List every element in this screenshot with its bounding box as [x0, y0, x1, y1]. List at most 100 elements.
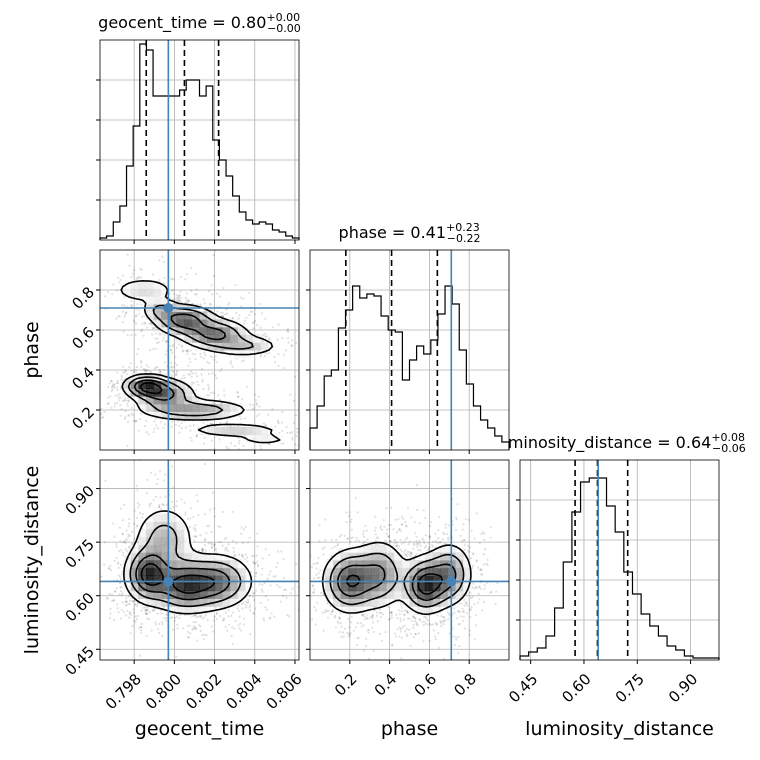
- sample-point: [175, 296, 178, 300]
- sample-point: [239, 296, 243, 299]
- density-cell: [130, 590, 139, 599]
- sample-point: [93, 265, 95, 267]
- sample-point: [291, 431, 294, 434]
- sample-point: [260, 588, 263, 591]
- sample-point: [286, 329, 289, 332]
- sample-point: [132, 419, 135, 422]
- sample-point: [109, 395, 112, 398]
- sample-point: [229, 362, 232, 365]
- sample-point: [134, 333, 137, 336]
- density-cell: [176, 583, 185, 592]
- sample-point: [346, 631, 349, 635]
- sample-point: [188, 624, 192, 627]
- sample-point: [251, 408, 254, 411]
- sample-point: [194, 358, 197, 361]
- sample-point: [141, 322, 144, 325]
- sample-point: [145, 364, 148, 367]
- sample-point: [112, 599, 115, 602]
- sample-point: [208, 302, 212, 306]
- sample-point: [128, 599, 132, 602]
- sample-point: [210, 546, 214, 549]
- density-cell: [230, 326, 239, 336]
- sample-point: [140, 625, 143, 629]
- sample-point: [252, 560, 255, 563]
- sample-point: [434, 532, 437, 535]
- sample-point: [394, 635, 397, 638]
- sample-point: [158, 505, 161, 509]
- sample-point: [194, 293, 197, 296]
- density-cell: [161, 544, 170, 553]
- sample-point: [186, 352, 189, 355]
- sample-point: [125, 550, 129, 553]
- sample-point: [230, 614, 233, 617]
- sample-point: [124, 369, 127, 372]
- sample-point: [210, 625, 213, 628]
- hist-title-luminosity_distance: luminosity_distance = 0.64+0.08 −0.06: [493, 431, 746, 455]
- sample-point: [158, 278, 161, 282]
- density-cell: [230, 567, 239, 576]
- sample-point: [103, 563, 106, 566]
- sample-point: [221, 315, 225, 318]
- sample-point: [124, 548, 127, 551]
- density-cell: [168, 567, 178, 576]
- sample-point: [438, 646, 441, 650]
- sample-point: [185, 426, 188, 429]
- density-cell: [222, 403, 231, 413]
- sample-point: [123, 503, 126, 506]
- sample-point: [213, 542, 217, 546]
- sample-point: [302, 610, 304, 612]
- sample-point: [127, 595, 130, 598]
- sample-point: [254, 562, 257, 565]
- sample-point: [221, 315, 224, 318]
- sample-point: [248, 594, 251, 597]
- density-cell: [176, 536, 185, 546]
- sample-point: [126, 253, 129, 256]
- sample-point: [397, 609, 401, 612]
- sample-point: [210, 309, 213, 312]
- sample-point: [162, 426, 165, 429]
- density-cell: [184, 326, 193, 336]
- sample-point: [256, 565, 260, 568]
- sample-point: [124, 370, 128, 373]
- sample-point: [121, 400, 125, 403]
- sample-point: [153, 420, 156, 423]
- sample-point: [161, 503, 164, 506]
- sample-point: [248, 403, 252, 406]
- sample-point: [206, 619, 209, 622]
- density-cell: [153, 396, 162, 405]
- sample-point: [100, 575, 103, 578]
- sample-point: [418, 542, 421, 545]
- density-cell: [214, 575, 223, 584]
- sample-point: [144, 609, 147, 612]
- density-cell: [145, 288, 155, 297]
- sample-point: [259, 601, 262, 605]
- sample-point: [189, 360, 192, 364]
- density-cell: [199, 590, 208, 599]
- sample-point: [136, 605, 139, 608]
- sample-point: [144, 609, 147, 612]
- sample-point: [150, 370, 153, 374]
- sample-point: [114, 394, 117, 397]
- sample-point: [224, 313, 227, 316]
- truth-point: [163, 576, 174, 587]
- sample-point: [129, 611, 132, 614]
- sample-point: [153, 367, 156, 370]
- sample-point: [240, 417, 243, 421]
- density-cell: [145, 544, 155, 553]
- sample-point: [127, 399, 130, 403]
- sample-point: [334, 615, 337, 618]
- sample-point: [238, 439, 241, 443]
- density-cell: [214, 590, 223, 599]
- sample-point: [148, 370, 151, 373]
- sample-point: [136, 303, 139, 306]
- sample-point: [81, 280, 83, 282]
- sample-point: [366, 538, 369, 541]
- sample-point: [424, 533, 427, 537]
- sample-point: [405, 609, 409, 612]
- sample-point: [140, 359, 143, 363]
- density-cell: [268, 434, 277, 443]
- sample-point: [489, 526, 492, 529]
- sample-point: [195, 434, 198, 437]
- sample-point: [154, 337, 157, 340]
- sample-point: [270, 612, 273, 615]
